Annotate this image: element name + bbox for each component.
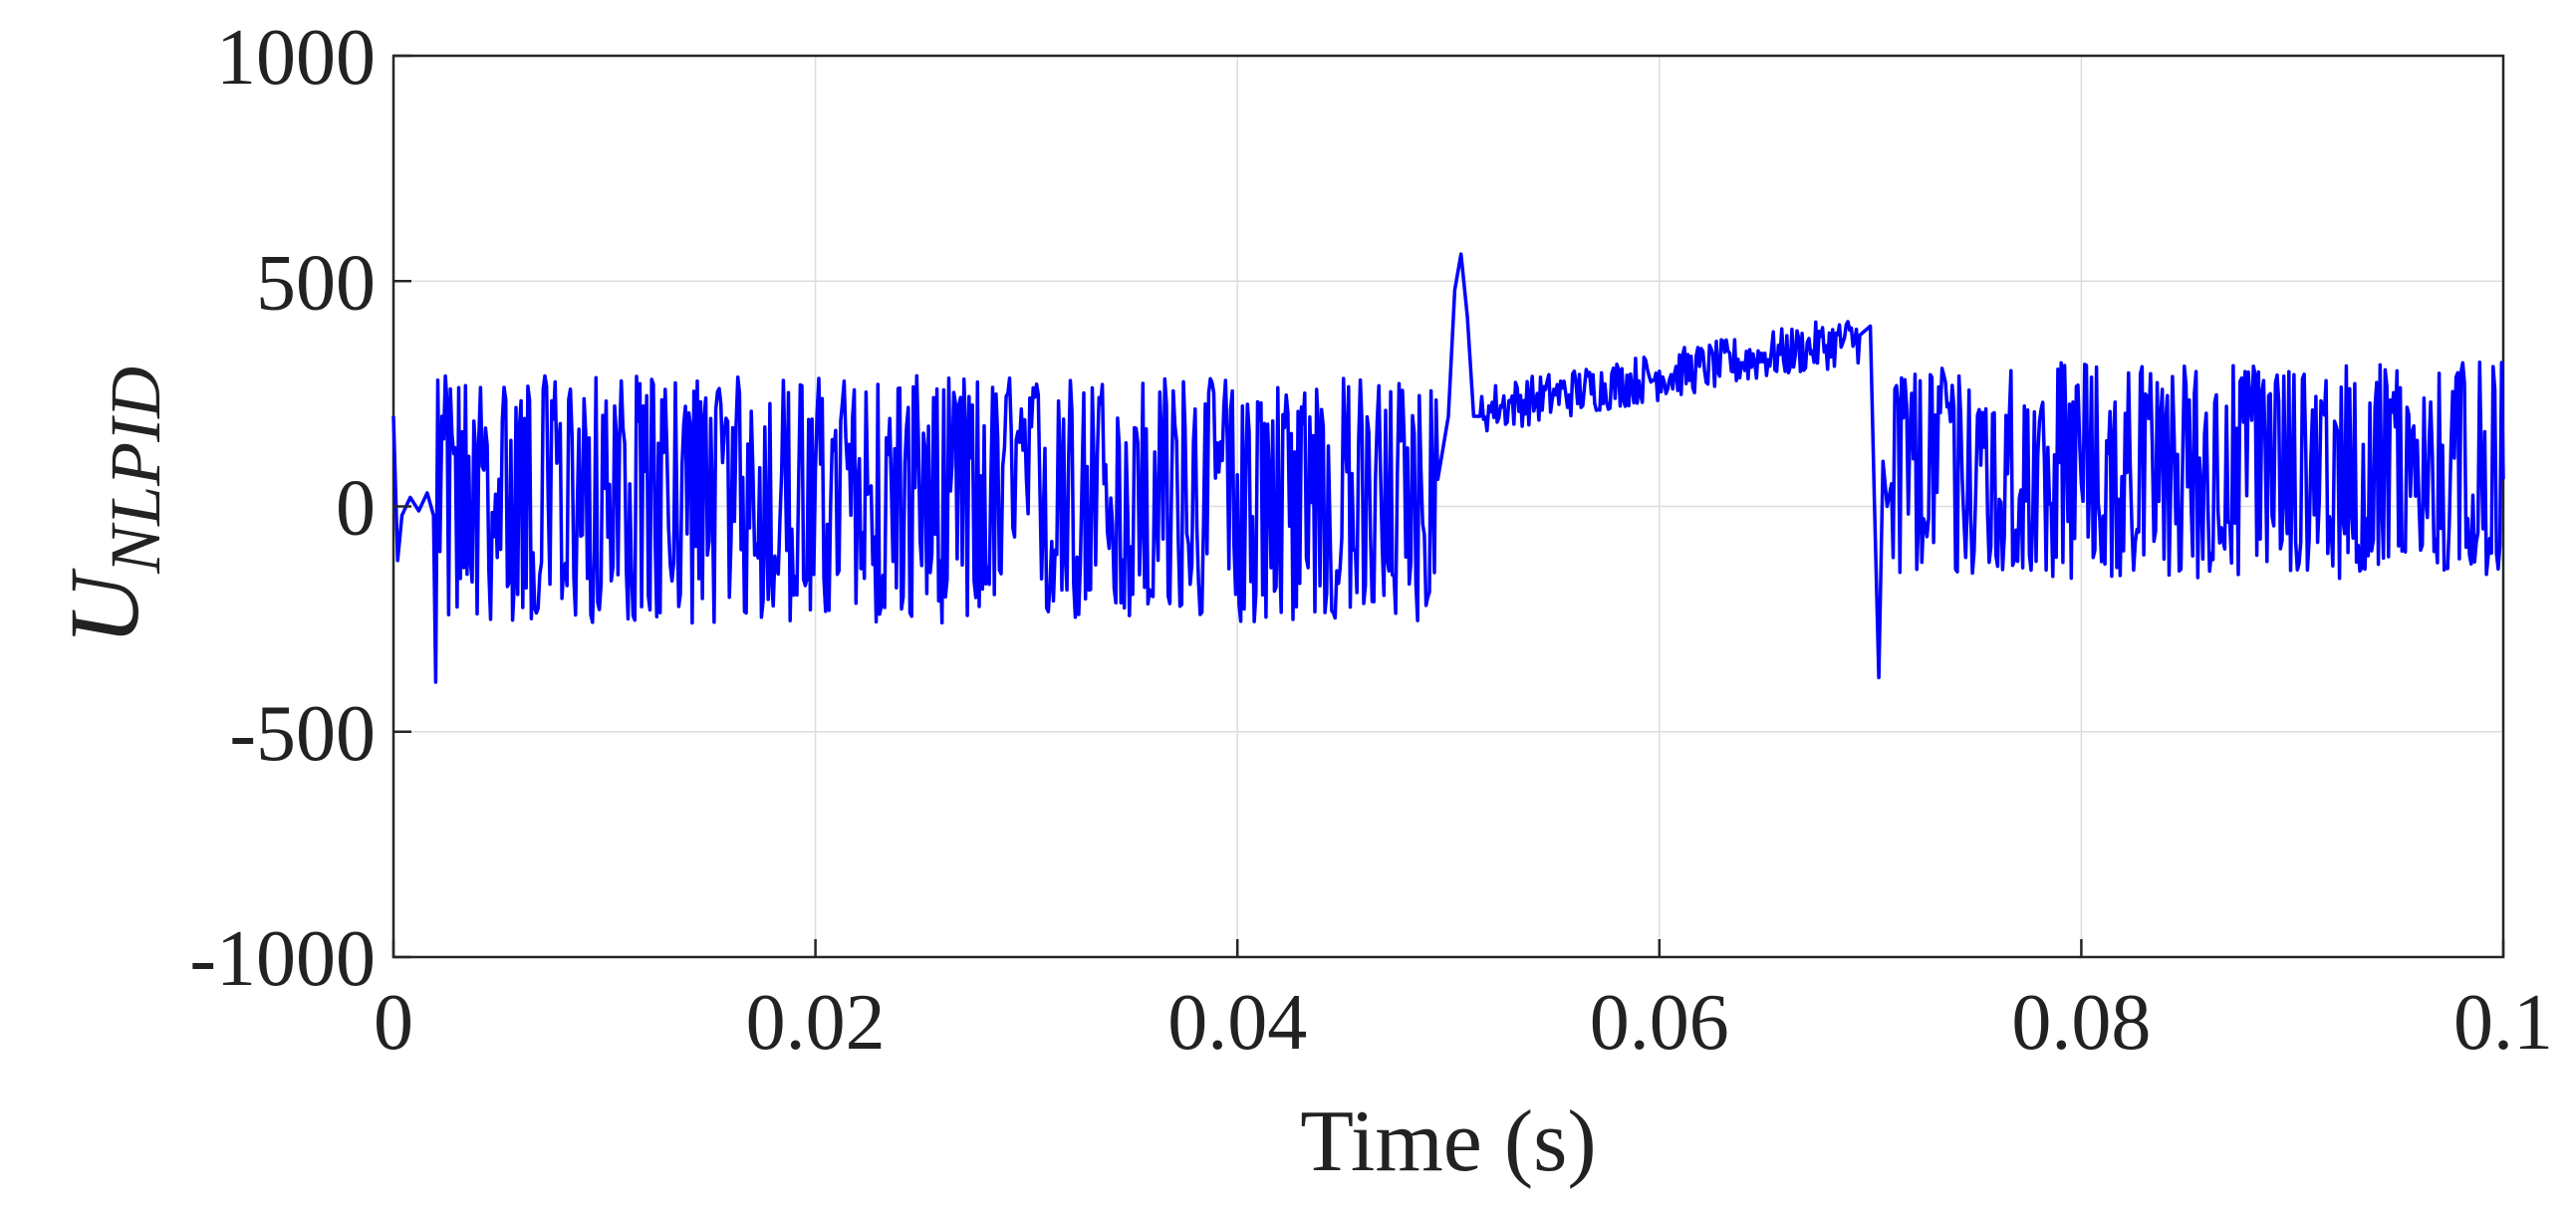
x-tick-label: 0.1 <box>2453 979 2553 1067</box>
y-axis-ticks: -1000 -500 0 500 1000 <box>189 14 411 1003</box>
x-axis-title: Time (s) <box>1300 1093 1596 1190</box>
x-tick-label: 0.06 <box>1590 979 1729 1067</box>
y-axis-title-main: U <box>49 568 159 645</box>
y-axis-title: UNLPID <box>49 366 175 645</box>
y-axis-title-subscript: NLPID <box>96 366 175 575</box>
x-tick-label: 0.08 <box>2011 979 2151 1067</box>
y-tick-label: 0 <box>336 465 376 553</box>
series-line <box>391 252 2505 684</box>
x-tick-label: 0.02 <box>746 979 886 1067</box>
x-axis-ticks: 0 0.02 0.04 0.06 0.08 0.1 <box>374 939 2553 1067</box>
y-tick-label: -500 <box>229 690 376 778</box>
x-tick-label: 0.04 <box>1167 979 1307 1067</box>
svg-text:UNLPID: UNLPID <box>49 366 175 645</box>
x-tick-label: 0 <box>374 979 413 1067</box>
series-layer <box>391 252 2505 684</box>
y-tick-label: 500 <box>256 239 376 327</box>
y-tick-label: -1000 <box>189 915 376 1003</box>
y-tick-label: 1000 <box>216 14 376 102</box>
